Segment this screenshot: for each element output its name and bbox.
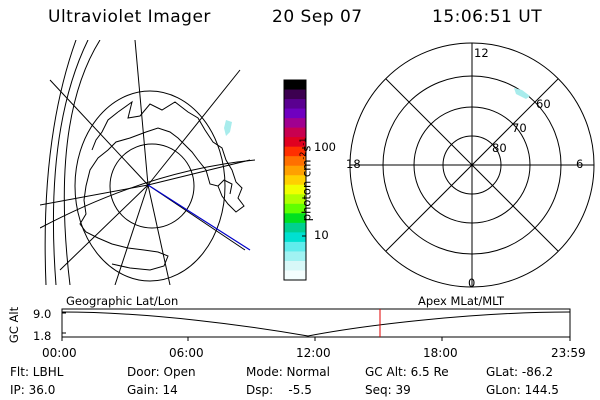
colorbar-segment (284, 232, 306, 243)
meridian-line (147, 159, 251, 186)
timeline-frame (61, 308, 571, 338)
colorbar-segment (284, 127, 306, 138)
satellite-track (147, 184, 251, 251)
colorbar-segment (284, 118, 306, 129)
colorbar-segment (284, 184, 306, 195)
colorbar-segment (284, 222, 306, 233)
date-label: 20 Sep 07 (272, 7, 363, 27)
colorbar-segment (284, 89, 306, 100)
apex-mlat-mlt-label: Apex MLat/MLT (418, 294, 505, 308)
fov-boundary (74, 90, 226, 282)
x-tick-label: 18:00 (423, 346, 458, 360)
colorbar-segment (284, 156, 306, 167)
aurora-emission (224, 120, 232, 136)
colorbar-segment (284, 260, 306, 272)
mlt-label-0: 0 (468, 276, 476, 290)
geographic-latlon-label: Geographic Lat/Lon (66, 294, 179, 308)
coastline (217, 179, 233, 195)
latitude-circle (109, 143, 195, 229)
instrument-title: Ultraviolet Imager (48, 7, 211, 27)
colorbar-segment (284, 270, 306, 281)
gc-alt-info: GC Alt: 6.5 Re (365, 365, 449, 379)
colorbar-segment (284, 203, 306, 214)
y-tick-label: 1.8 (33, 329, 52, 343)
colorbar-frame (283, 79, 307, 281)
colorbar-segment (284, 175, 306, 186)
coastline (79, 100, 245, 271)
colorbar-segment (284, 194, 306, 205)
glon-info: GLon: 144.5 (486, 383, 559, 397)
mlt-label-12: 12 (474, 46, 489, 60)
x-tick-label: 06:00 (169, 346, 204, 360)
ip-info: IP: 36.0 (10, 383, 56, 397)
meridian-line (114, 184, 149, 285)
filter-info: Flt: LBHL (10, 365, 64, 379)
colorbar-segment (284, 146, 306, 157)
mlat-label-70: 70 (512, 121, 527, 135)
colorbar-segment (284, 80, 306, 91)
polar-axis-diagonal (385, 78, 559, 252)
latitude-arc (44, 40, 77, 285)
colorbar-segment (284, 251, 306, 262)
colorbar-tick-label: 100 (314, 140, 336, 154)
y-tick-label: 9.0 (33, 307, 52, 321)
latitude-line (40, 159, 255, 229)
glat-info: GLat: -86.2 (486, 365, 553, 379)
mlt-label-6: 6 (576, 157, 584, 171)
meridian-line (49, 79, 149, 186)
mode-info: Mode: Normal (246, 365, 330, 379)
x-tick-label: 23:59 (551, 346, 586, 360)
altitude-curve (61, 311, 571, 337)
aurora-emission (514, 88, 530, 99)
colorbar-tick-label: 10 (314, 228, 329, 242)
colorbar-segment (284, 99, 306, 110)
meridian-line (134, 40, 149, 186)
colorbar-segment (284, 213, 306, 224)
colorbar-segment (284, 108, 306, 119)
latitude-arc (52, 40, 89, 285)
door-info: Door: Open (127, 365, 196, 379)
time-label: 15:06:51 UT (432, 7, 543, 27)
colorbar-segment (284, 137, 306, 148)
dsp-info: Dsp: -5.5 (246, 383, 312, 397)
x-tick-label: 12:00 (296, 346, 331, 360)
meridian-line (147, 184, 171, 285)
mlat-label-80: 80 (492, 141, 507, 155)
meridian-line (147, 69, 241, 186)
coastline (91, 111, 119, 151)
gain-info: Gain: 14 (127, 383, 178, 397)
latitude-arc (63, 40, 101, 285)
meridian-line (59, 184, 149, 271)
mlat-label-60: 60 (536, 97, 551, 111)
colorbar (283, 79, 307, 281)
x-tick-label: 00:00 (42, 346, 77, 360)
seq-info: Seq: 39 (365, 383, 411, 397)
colorbar-segment (284, 241, 306, 253)
mlt-label-18: 18 (346, 157, 361, 171)
colorbar-segment (284, 165, 306, 176)
